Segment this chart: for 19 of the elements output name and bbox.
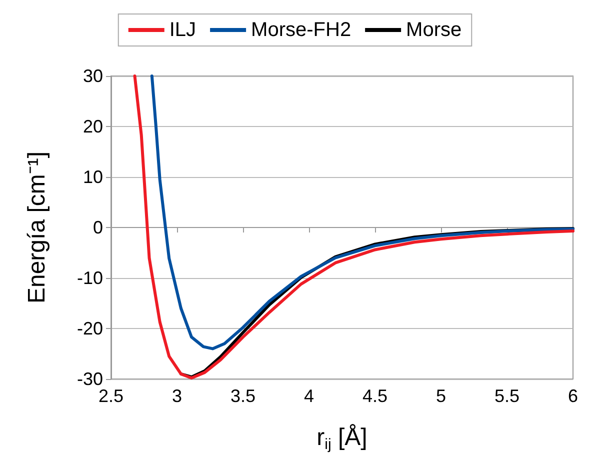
y-tick-label: -30 — [76, 369, 103, 389]
y-tick-label: 30 — [82, 66, 103, 86]
x-tick-label: 3 — [172, 386, 182, 406]
y-tick-label: -20 — [76, 318, 103, 338]
y-tick-label: -10 — [76, 268, 103, 288]
legend-label: Morse — [406, 19, 462, 41]
x-tick-label: 4.5 — [362, 386, 388, 406]
x-tick-label: 6 — [568, 386, 578, 406]
legend-label: Morse-FH2 — [251, 19, 352, 41]
x-tick-label: 3.5 — [230, 386, 256, 406]
y-tick-label: 0 — [92, 218, 103, 238]
y-tick-label: 20 — [82, 116, 103, 136]
y-tick-label: 10 — [82, 167, 103, 187]
legend-label: ILJ — [169, 19, 196, 41]
y-axis-title: Energía [cm⁻¹] — [24, 151, 50, 304]
x-tick-label: 2.5 — [98, 386, 124, 406]
x-tick-label: 4 — [304, 386, 314, 406]
x-tick-label: 5.5 — [494, 386, 520, 406]
x-tick-label: 5 — [436, 386, 446, 406]
